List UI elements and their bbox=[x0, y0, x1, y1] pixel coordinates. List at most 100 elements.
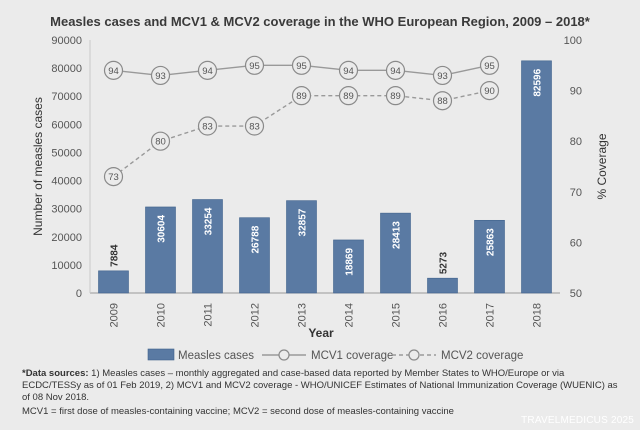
mcv1-value-label: 93 bbox=[437, 71, 448, 82]
mcv1-value-label: 95 bbox=[296, 61, 307, 72]
bar-value-label: 5273 bbox=[439, 251, 450, 274]
y-tick-label: 0 bbox=[76, 288, 82, 300]
x-tick-label: 2012 bbox=[250, 303, 262, 327]
legend-marker-mcv2 bbox=[408, 349, 420, 361]
y-tick-label: 60000 bbox=[51, 119, 82, 131]
data-sources-note: *Data sources: 1) Measles cases – monthl… bbox=[22, 368, 622, 404]
bar bbox=[521, 60, 552, 294]
bar bbox=[192, 199, 223, 294]
bar-value-label: 7884 bbox=[110, 244, 121, 267]
data-sources-text: 1) Measles cases – monthly aggregated an… bbox=[22, 368, 618, 403]
x-tick-label: 2014 bbox=[344, 303, 356, 327]
bar-value-label: 82596 bbox=[533, 68, 544, 96]
bar-value-label: 25863 bbox=[486, 228, 497, 256]
mcv1-marker bbox=[150, 65, 171, 86]
y-axis-title: Number of measles cases bbox=[31, 97, 45, 236]
mcv1-marker bbox=[385, 60, 406, 80]
mcv1-value-label: 95 bbox=[484, 61, 495, 72]
x-tick-label: 2011 bbox=[203, 303, 215, 327]
bar bbox=[427, 277, 458, 294]
x-tick-label: 2017 bbox=[485, 303, 497, 327]
mcv2-value-label: 89 bbox=[296, 91, 307, 102]
mcv2-marker bbox=[197, 116, 218, 136]
mcv1-value-label: 95 bbox=[249, 61, 260, 72]
legend: Measles cases MCV1 coverage MCV2 coverage bbox=[147, 348, 523, 362]
mcv2-value-label: 73 bbox=[108, 172, 119, 183]
mcv1-value-label: 94 bbox=[108, 66, 119, 77]
legend-swatch-bars bbox=[147, 348, 175, 361]
mcv2-value-label: 90 bbox=[484, 86, 495, 97]
bar bbox=[98, 270, 129, 294]
bar bbox=[145, 206, 176, 294]
x-tick-label: 2016 bbox=[438, 303, 450, 327]
y-tick-label: 80000 bbox=[51, 63, 82, 75]
mcv1-value-label: 93 bbox=[155, 71, 166, 82]
mcv1-value-label: 94 bbox=[343, 66, 354, 77]
y2-tick-label: 80 bbox=[570, 136, 582, 148]
mcv1-marker bbox=[479, 55, 500, 75]
chart-title: Measles cases and MCV1 & MCV2 coverage i… bbox=[50, 14, 590, 29]
mcv2-marker bbox=[432, 91, 453, 111]
bar-value-label: 32857 bbox=[298, 208, 309, 236]
bar-value-label: 26788 bbox=[251, 225, 262, 253]
mcv2-value-label: 83 bbox=[202, 122, 213, 133]
mcv2-value-label: 80 bbox=[155, 137, 166, 148]
y2-tick-label: 60 bbox=[570, 237, 582, 249]
x-tick-label: 2018 bbox=[532, 303, 544, 327]
mcv1-marker bbox=[338, 60, 359, 80]
mcv2-value-label: 89 bbox=[343, 91, 354, 102]
mcv1-value-label: 94 bbox=[202, 66, 213, 77]
bar bbox=[239, 217, 270, 294]
chart: 0 10000 20000 30000 40000 50000 60000 70000 8000… bbox=[31, 35, 609, 362]
mcv2-marker bbox=[150, 131, 171, 151]
y-tick-label: 40000 bbox=[51, 176, 82, 188]
mcv1-value-label: 94 bbox=[390, 66, 401, 77]
x-tick-label: 2015 bbox=[391, 303, 403, 327]
bar bbox=[286, 200, 317, 294]
legend-label: MCV1 coverage bbox=[311, 350, 393, 362]
mcv-definition-note: MCV1 = first dose of measles-containing … bbox=[22, 406, 454, 417]
y2-tick-label: 50 bbox=[570, 288, 582, 300]
y-tick-label: 70000 bbox=[51, 91, 82, 103]
data-sources-label: *Data sources: bbox=[22, 368, 89, 379]
bar-value-label: 33254 bbox=[204, 207, 215, 235]
bar-value-label: 28413 bbox=[392, 221, 403, 249]
axes-layer: 0 10000 20000 30000 40000 50000 60000 70000 8000… bbox=[31, 35, 609, 340]
mcv2-marker bbox=[479, 80, 500, 101]
bar-value-label: 30604 bbox=[157, 215, 168, 243]
bars-layer: 7884 30604 33254 26788 32857 18869 28413 5273 25… bbox=[98, 60, 552, 294]
bar bbox=[474, 219, 505, 294]
legend-label: Measles cases bbox=[178, 350, 254, 362]
y2-tick-label: 70 bbox=[570, 187, 582, 199]
x-tick-label: 2009 bbox=[109, 303, 121, 327]
mcv2-value-label: 83 bbox=[249, 122, 260, 133]
x-tick-label: 2010 bbox=[156, 303, 168, 327]
mcv2-value-label: 89 bbox=[390, 91, 401, 102]
y2-tick-label: 100 bbox=[564, 35, 582, 47]
mcv1-marker bbox=[244, 55, 265, 75]
legend-marker-mcv1 bbox=[278, 349, 290, 361]
watermark: TRAVELMEDICUS 2025 bbox=[521, 415, 634, 426]
y-tick-label: 90000 bbox=[51, 35, 82, 47]
y-tick-label: 50000 bbox=[51, 147, 82, 159]
y2-tick-label: 90 bbox=[570, 86, 582, 98]
legend-label: MCV2 coverage bbox=[441, 350, 523, 362]
mcv2-marker bbox=[338, 86, 359, 106]
mcv2-marker bbox=[103, 167, 124, 187]
mcv2-marker bbox=[385, 86, 406, 106]
bar bbox=[333, 239, 364, 294]
mcv2-marker bbox=[291, 86, 312, 106]
mcv2-marker bbox=[244, 116, 265, 136]
y-tick-label: 10000 bbox=[51, 260, 82, 272]
x-tick-label: 2013 bbox=[297, 303, 309, 327]
y-tick-label: 30000 bbox=[51, 204, 82, 216]
y2-axis-title: % Coverage bbox=[595, 133, 609, 199]
mcv1-marker bbox=[432, 65, 453, 86]
x-axis-title: Year bbox=[308, 326, 334, 340]
mcv2-value-label: 88 bbox=[437, 96, 448, 107]
y-tick-label: 20000 bbox=[51, 232, 82, 244]
mcv1-marker bbox=[291, 55, 312, 75]
bar bbox=[380, 212, 411, 294]
mcv1-marker bbox=[197, 60, 218, 80]
lines-layer: 73 80 83 83 89 89 89 88 90 94 93 94 95 95 94 94 93 95 bbox=[103, 55, 500, 187]
